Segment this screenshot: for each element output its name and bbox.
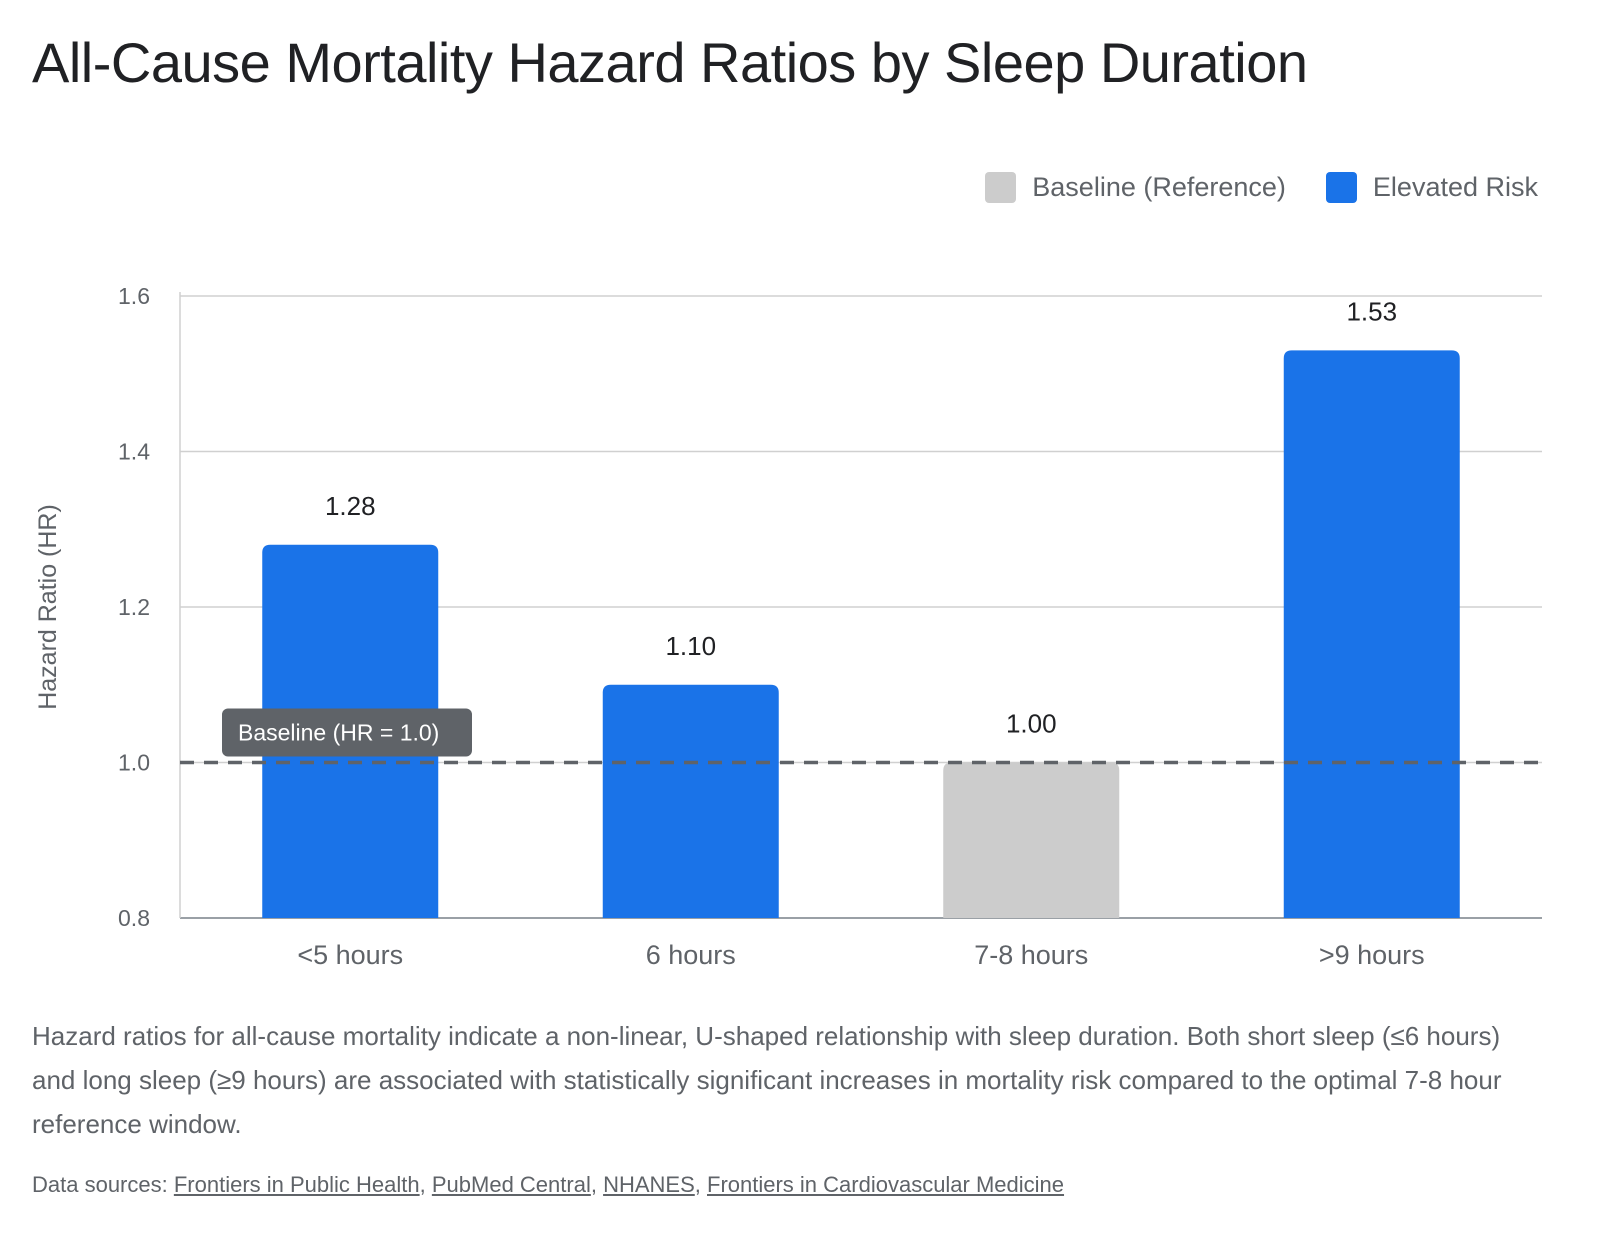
y-axis-label: Hazard Ratio (HR) — [34, 504, 62, 710]
x-tick-label: 6 hours — [646, 940, 736, 970]
bar-value-label: 1.00 — [1006, 709, 1057, 739]
legend-swatch-baseline — [985, 172, 1017, 203]
sources-separator: , — [419, 1172, 432, 1197]
legend-item-elevated: Elevated Risk — [1325, 172, 1538, 203]
x-tick-label: 7-8 hours — [974, 940, 1088, 970]
bar — [943, 762, 1120, 918]
x-tick-label: >9 hours — [1319, 940, 1425, 970]
bar-value-label: 1.10 — [665, 631, 716, 661]
bar — [1283, 350, 1460, 918]
legend-label-elevated: Elevated Risk — [1372, 172, 1538, 202]
reference-line-annotation-box — [222, 708, 472, 757]
legend-swatch-elevated — [1325, 172, 1357, 203]
legend-label-baseline: Baseline (Reference) — [1032, 172, 1286, 202]
bar — [602, 684, 779, 918]
bar-value-label: 1.53 — [1346, 296, 1397, 326]
source-link-pubmed-central[interactable]: PubMed Central — [431, 1172, 591, 1197]
source-link-frontiers-cardiovascular-medicine[interactable]: Frontiers in Cardiovascular Medicine — [707, 1172, 1065, 1197]
x-tick-label: <5 hours — [297, 940, 403, 970]
reference-line-annotation-label: Baseline (HR = 1.0) — [238, 720, 439, 746]
bar-chart: 0.8 1.0 1.2 1.4 1.6 Hazard Ratio (HR) 1.28 <5 h… — [34, 283, 1542, 970]
y-tick-label: 1.6 — [118, 283, 150, 309]
bar-value-label: 1.28 — [325, 491, 376, 521]
legend: Baseline (Reference) Elevated Risk — [945, 172, 1538, 203]
source-link-nhanes[interactable]: NHANES — [603, 1172, 695, 1197]
chart-caption: Hazard ratios for all-cause mortality in… — [32, 1021, 1502, 1139]
y-tick-label: 1.2 — [118, 594, 150, 620]
source-link-frontiers-public-health[interactable]: Frontiers in Public Health — [173, 1172, 420, 1197]
sources-separator: , — [694, 1172, 707, 1197]
y-tick-label: 0.8 — [118, 905, 150, 931]
sources-separator: , — [590, 1172, 604, 1197]
data-sources: Data sources: Frontiers in Public Health… — [32, 1172, 1064, 1198]
legend-item-baseline: Baseline (Reference) — [985, 172, 1286, 203]
sources-prefix: Data sources: — [32, 1172, 174, 1197]
chart-title: All-Cause Mortality Hazard Ratios by Sle… — [32, 31, 1308, 94]
y-tick-label: 1.4 — [118, 439, 150, 465]
y-tick-label: 1.0 — [118, 750, 150, 776]
